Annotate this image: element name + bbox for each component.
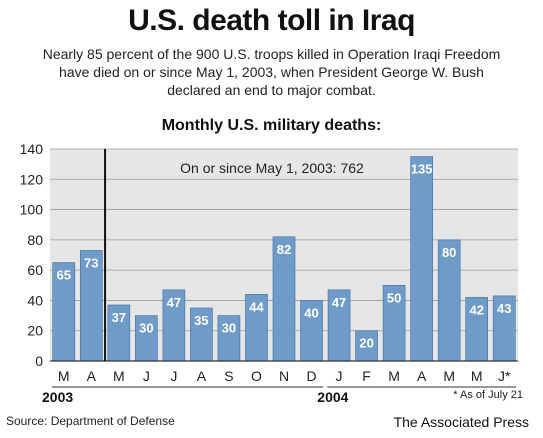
bar-value-label: 30	[139, 321, 153, 336]
y-tick-label: 0	[35, 353, 43, 369]
bar-value-label: 20	[359, 336, 373, 351]
page-subtitle: Nearly 85 percent of the 900 U.S. troops…	[42, 46, 501, 98]
x-tick-label: D	[306, 368, 316, 384]
credit-line: The Associated Press	[393, 414, 529, 430]
bar-value-label: 47	[332, 295, 346, 310]
bar-value-label: 43	[497, 301, 511, 316]
bar-value-label: 30	[222, 321, 236, 336]
bar-value-label: 44	[249, 299, 264, 314]
x-tick-label: J	[336, 368, 343, 384]
x-tick-label: M	[388, 368, 400, 384]
x-tick-label: N	[279, 368, 289, 384]
bar-value-label: 47	[167, 295, 181, 310]
year-label: 2003	[42, 389, 73, 405]
x-tick-label: J	[170, 368, 177, 384]
chart-title: Monthly U.S. military deaths:	[161, 117, 382, 134]
source-note: Source: Department of Defense	[6, 414, 175, 428]
bar-value-label: 80	[442, 245, 456, 260]
x-tick-label: A	[87, 368, 97, 384]
x-tick-label: M	[471, 368, 483, 384]
x-tick-label: M	[58, 368, 70, 384]
year-label: 2004	[317, 389, 348, 405]
x-tick-label: A	[197, 368, 207, 384]
bar-value-label: 42	[469, 302, 483, 317]
bar-value-label: 40	[304, 305, 318, 320]
annotation-text: On or since May 1, 2003: 762	[180, 160, 364, 176]
bar-value-label: 135	[411, 162, 433, 177]
bar-value-label: 37	[112, 310, 126, 325]
x-tick-label: F	[362, 368, 371, 384]
y-tick-label: 20	[27, 323, 43, 339]
page-title: U.S. death toll in Iraq	[128, 4, 415, 37]
y-tick-label: 80	[27, 232, 43, 248]
bar-value-label: 65	[57, 268, 71, 283]
y-tick-label: 140	[20, 141, 44, 157]
bar-value-label: 73	[84, 255, 98, 270]
bar-value-label: 50	[387, 290, 401, 305]
x-tick-label: J	[143, 368, 150, 384]
footnote: * As of July 21	[453, 389, 523, 401]
bar	[410, 156, 433, 362]
x-tick-label: M	[443, 368, 455, 384]
y-tick-label: 120	[20, 171, 44, 187]
x-tick-label: M	[113, 368, 125, 384]
y-tick-label: 40	[27, 292, 43, 308]
x-tick-label: S	[224, 368, 233, 384]
y-tick-label: 60	[27, 262, 43, 278]
bar-value-label: 35	[194, 313, 208, 328]
x-tick-label: J*	[498, 368, 511, 384]
bar-value-label: 82	[277, 242, 291, 257]
x-tick-label: A	[417, 368, 427, 384]
y-tick-label: 100	[20, 202, 44, 218]
x-tick-label: O	[251, 368, 262, 384]
